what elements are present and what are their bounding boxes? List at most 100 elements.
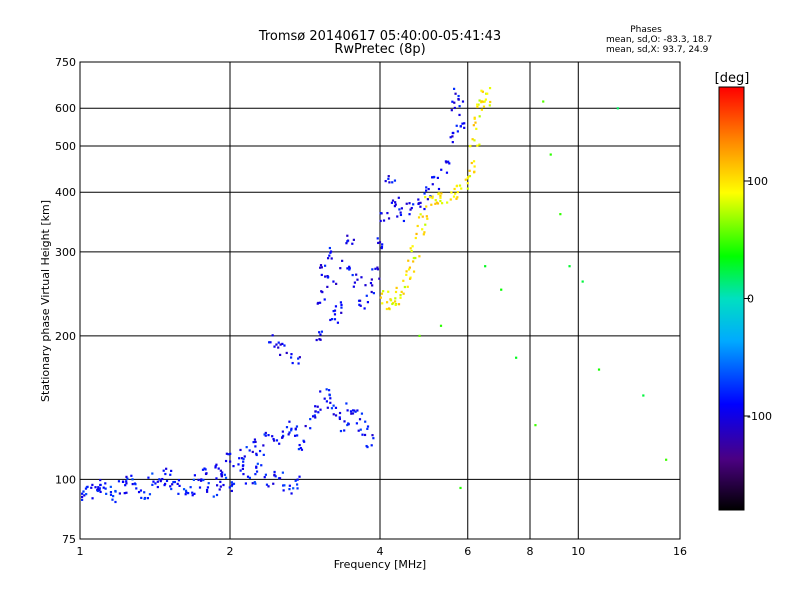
data-point bbox=[143, 497, 146, 500]
data-point bbox=[177, 492, 180, 495]
data-point bbox=[500, 288, 503, 291]
data-point bbox=[297, 448, 301, 451]
data-point bbox=[409, 276, 412, 279]
data-point bbox=[360, 412, 364, 415]
data-point bbox=[425, 215, 428, 218]
data-point bbox=[109, 490, 113, 494]
data-point bbox=[279, 353, 282, 357]
data-point bbox=[426, 198, 429, 201]
data-point bbox=[348, 268, 351, 271]
data-point bbox=[109, 493, 113, 496]
data-point bbox=[338, 411, 342, 415]
data-point bbox=[219, 485, 222, 488]
grid-lines bbox=[80, 62, 680, 539]
data-point bbox=[323, 397, 326, 400]
data-point bbox=[352, 238, 355, 241]
data-point bbox=[290, 492, 293, 495]
data-point bbox=[330, 257, 333, 260]
data-point bbox=[415, 232, 418, 236]
data-point bbox=[451, 100, 454, 103]
data-point bbox=[185, 491, 188, 494]
data-point bbox=[314, 416, 317, 419]
data-point bbox=[219, 469, 222, 472]
data-point bbox=[440, 168, 443, 171]
data-point bbox=[328, 254, 331, 257]
data-point bbox=[159, 479, 162, 483]
data-point bbox=[260, 464, 263, 467]
data-point bbox=[207, 482, 210, 485]
data-point bbox=[176, 482, 179, 486]
data-point bbox=[409, 247, 412, 250]
data-point bbox=[271, 334, 274, 337]
data-point bbox=[293, 434, 297, 437]
data-point bbox=[394, 297, 397, 300]
data-point bbox=[334, 406, 338, 409]
data-point bbox=[468, 145, 472, 148]
data-point bbox=[294, 479, 297, 482]
data-point bbox=[353, 281, 356, 284]
data-point bbox=[456, 130, 459, 133]
data-point bbox=[263, 476, 266, 479]
data-point bbox=[152, 480, 155, 483]
data-point bbox=[358, 299, 362, 302]
data-point bbox=[112, 495, 115, 498]
data-point bbox=[480, 108, 483, 111]
data-point bbox=[91, 483, 94, 486]
data-point bbox=[394, 303, 397, 307]
data-point bbox=[453, 187, 456, 191]
data-point bbox=[449, 136, 452, 139]
data-point bbox=[244, 482, 247, 485]
data-point bbox=[313, 414, 316, 417]
data-point bbox=[279, 343, 282, 346]
data-point bbox=[229, 460, 232, 463]
data-point bbox=[456, 191, 459, 194]
data-point bbox=[303, 440, 306, 443]
data-point bbox=[473, 117, 476, 120]
data-point bbox=[434, 202, 437, 205]
data-point bbox=[358, 418, 362, 421]
data-point bbox=[364, 284, 367, 287]
data-point bbox=[399, 211, 402, 214]
data-point bbox=[232, 465, 235, 468]
x-tick-label: 16 bbox=[673, 545, 687, 558]
data-point bbox=[386, 211, 389, 215]
data-point bbox=[380, 245, 384, 249]
data-point bbox=[351, 273, 354, 277]
data-point bbox=[272, 437, 275, 441]
data-point bbox=[297, 357, 300, 360]
data-point bbox=[340, 311, 343, 314]
data-point bbox=[418, 334, 421, 338]
data-point bbox=[388, 181, 391, 184]
data-point bbox=[319, 264, 323, 267]
data-points bbox=[81, 86, 668, 504]
data-point bbox=[319, 333, 322, 336]
y-tick-label: 750 bbox=[55, 56, 76, 69]
data-point bbox=[184, 493, 187, 496]
data-point bbox=[473, 170, 476, 173]
data-point bbox=[425, 186, 428, 189]
data-point bbox=[478, 143, 481, 146]
data-point bbox=[457, 94, 460, 98]
data-point bbox=[246, 475, 250, 478]
data-point bbox=[227, 453, 230, 456]
data-point bbox=[421, 215, 424, 218]
data-point bbox=[192, 478, 195, 481]
data-point bbox=[98, 487, 101, 490]
data-point bbox=[224, 459, 228, 463]
data-point bbox=[314, 410, 317, 413]
data-point bbox=[118, 492, 121, 495]
data-point bbox=[193, 474, 196, 477]
data-point bbox=[346, 240, 349, 243]
data-point bbox=[463, 122, 466, 125]
data-point bbox=[277, 346, 280, 349]
y-tick-label: 400 bbox=[55, 186, 76, 199]
data-point bbox=[423, 192, 426, 195]
data-point bbox=[220, 475, 223, 478]
data-point bbox=[147, 476, 150, 479]
data-point bbox=[214, 466, 217, 469]
data-point bbox=[325, 400, 328, 403]
data-point bbox=[117, 480, 121, 483]
data-point bbox=[184, 489, 188, 492]
data-point bbox=[400, 290, 403, 293]
data-point bbox=[156, 485, 159, 489]
